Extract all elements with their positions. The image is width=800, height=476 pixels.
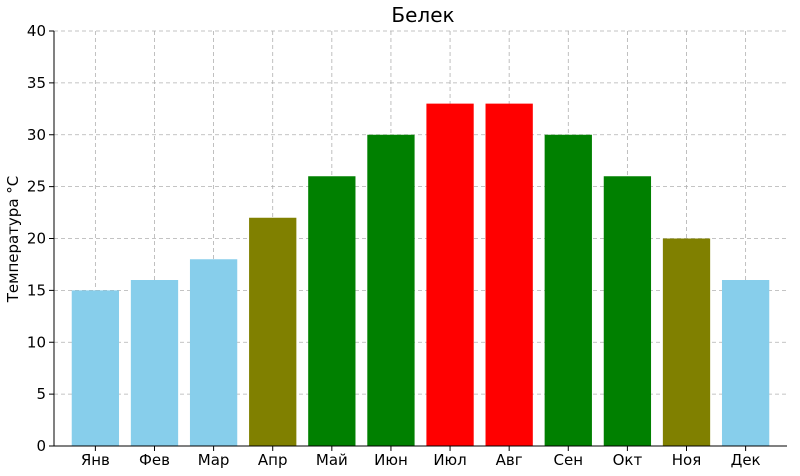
y-tick-label: 20 bbox=[27, 230, 46, 248]
x-tick-label: Июл bbox=[433, 451, 466, 469]
x-tick-label: Ноя bbox=[672, 451, 701, 469]
y-tick-label: 30 bbox=[27, 126, 46, 144]
bar-7 bbox=[426, 103, 474, 446]
x-tick-label: Сен bbox=[554, 451, 584, 469]
bar-5 bbox=[308, 176, 356, 446]
x-tick-label: Мар bbox=[198, 451, 230, 469]
bars bbox=[71, 103, 770, 446]
bar-1 bbox=[71, 290, 120, 446]
y-tick-label: 35 bbox=[27, 74, 46, 92]
y-ticks: 0 5 10 15 20 25 30 35 40 bbox=[27, 22, 54, 455]
x-ticks: Янв Фев Мар Апр Май Июн Июл Авг Сен Окт Ноя Дек bbox=[81, 446, 761, 469]
y-tick-label: 25 bbox=[27, 178, 46, 196]
bar-12 bbox=[721, 280, 770, 446]
bar-10 bbox=[603, 176, 652, 446]
y-tick-label: 40 bbox=[27, 22, 46, 40]
bar-9 bbox=[544, 134, 592, 446]
x-tick-label: Май bbox=[316, 451, 348, 469]
x-tick-label: Авг bbox=[496, 451, 523, 469]
bar-11 bbox=[662, 238, 711, 446]
y-tick-label: 5 bbox=[36, 385, 46, 403]
y-axis-label: Температура °C bbox=[4, 176, 22, 304]
y-tick-label: 15 bbox=[27, 281, 46, 299]
y-tick-label: 10 bbox=[27, 333, 46, 351]
x-tick-label: Дек bbox=[731, 451, 761, 469]
x-tick-label: Янв bbox=[81, 451, 110, 469]
y-tick-label: 0 bbox=[36, 437, 46, 455]
bar-2 bbox=[130, 280, 179, 446]
x-tick-label: Фев bbox=[139, 451, 170, 469]
bar-4 bbox=[249, 217, 297, 446]
chart-title: Белек bbox=[391, 3, 454, 27]
x-tick-label: Июн bbox=[374, 451, 408, 469]
bar-6 bbox=[367, 134, 415, 446]
x-tick-label: Апр bbox=[258, 451, 288, 469]
x-tick-label: Окт bbox=[613, 451, 643, 469]
bar-8 bbox=[485, 103, 533, 446]
bar-3 bbox=[189, 259, 238, 446]
